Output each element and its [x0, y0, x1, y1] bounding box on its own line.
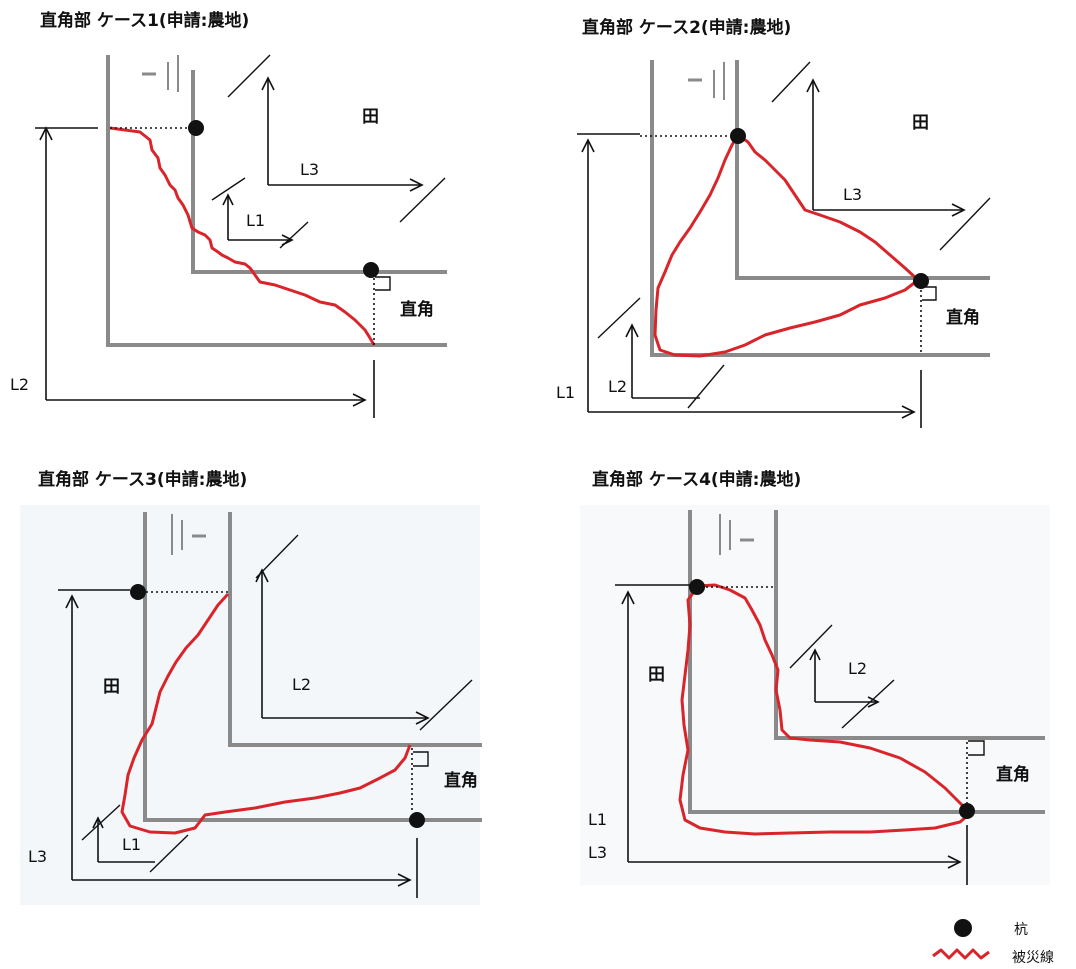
l1-arrowhead — [222, 193, 234, 206]
l1-label: L1 — [122, 835, 141, 854]
stake — [363, 262, 379, 278]
damage-line — [109, 126, 376, 346]
l2-arrowhead — [39, 126, 53, 141]
l2-label: L2 — [10, 375, 29, 394]
l3-tick — [399, 177, 446, 223]
l2-tick — [687, 364, 725, 409]
l3-arrowhead — [951, 203, 966, 217]
l2-tick — [841, 679, 895, 729]
panel-case-4: 直角部 ケース4(申請:農地) 直角 L2 L1 L3 田 — [588, 469, 1045, 885]
l2-label: L2 — [608, 377, 627, 396]
l1-label: L1 — [588, 810, 607, 829]
l3-tick — [939, 197, 991, 251]
l1-arrowhead — [901, 405, 916, 419]
l3-label: L3 — [843, 185, 862, 204]
l3-arrowhead — [261, 76, 275, 91]
l3-arrowhead — [397, 873, 412, 887]
field-label: 田 — [362, 107, 379, 127]
right-angle-label: 直角 — [996, 764, 1030, 785]
panel-case-2: 直角部 ケース2(申請:農地) 直角 L1 L2 L3 — [556, 17, 991, 428]
damage-line — [653, 133, 920, 358]
l3-label: L3 — [300, 160, 319, 179]
stake — [689, 579, 705, 595]
panel-title: 直角部 ケース4(申請:農地) — [592, 469, 801, 490]
l1-tick — [211, 177, 246, 201]
panel-title: 直角部 ケース1(申請:農地) — [40, 10, 249, 31]
l2-arrowhead — [625, 323, 639, 338]
l2-tick — [789, 624, 833, 669]
l2-tick — [419, 679, 473, 731]
legend: 杭 被災線 — [932, 919, 1054, 966]
outer-wall — [106, 55, 447, 347]
l1-tick — [279, 221, 309, 249]
right-angle-label: 直角 — [400, 299, 434, 320]
panel-title: 直角部 ケース2(申請:農地) — [582, 17, 791, 38]
right-angle-mark — [375, 276, 391, 291]
stake — [188, 120, 204, 136]
l1-tick — [149, 834, 189, 873]
l2-arrowhead — [415, 711, 430, 725]
l3-arrowhead — [65, 594, 79, 609]
panel-case-3: 直角部 ケース3(申請:農地) 直角 L2 L3 L1 — [28, 469, 482, 898]
l1-arrowhead — [581, 138, 595, 153]
l3-label: L3 — [28, 847, 47, 866]
l2-arrowhead — [255, 568, 269, 583]
l1-arrowhead — [92, 816, 104, 829]
l3-arrowhead — [806, 78, 820, 93]
l1-arrowhead — [947, 855, 962, 869]
stake — [913, 273, 929, 289]
outer-wall — [143, 512, 482, 822]
panel-case-1: 直角部 ケース1(申請:農地) 直角 L2 L1 — [10, 10, 447, 418]
outer-wall — [650, 60, 990, 357]
l2-arrowhead — [352, 393, 367, 407]
l3-arrowhead — [409, 178, 424, 192]
l3-tick — [771, 61, 811, 103]
right-angle-label: 直角 — [946, 307, 980, 328]
legend-stake-label: 杭 — [1014, 922, 1028, 938]
l1-arrowhead — [621, 590, 635, 605]
right-angle-mark — [968, 740, 985, 756]
l2-tick — [597, 297, 641, 339]
l2-arrowhead — [867, 696, 880, 708]
l3-label: L3 — [588, 843, 607, 862]
damage-line-legend-icon — [932, 948, 990, 960]
legend-damage-label: 被災線 — [1012, 950, 1054, 966]
field-label: 田 — [648, 665, 665, 685]
l3-tick — [227, 54, 271, 98]
background-smudge — [20, 505, 480, 905]
l2-label: L2 — [292, 675, 311, 694]
l1-label: L1 — [246, 211, 265, 230]
right-angle-mark — [413, 751, 429, 767]
field-label: 田 — [103, 677, 120, 697]
l2-label: L2 — [848, 659, 867, 678]
stake — [959, 803, 975, 819]
inner-wall — [774, 510, 1045, 740]
stake-legend-icon — [954, 919, 972, 937]
damage-line — [120, 592, 412, 835]
l2-arrowhead — [809, 648, 821, 661]
right-angle-label: 直角 — [444, 770, 478, 791]
field-label: 田 — [912, 113, 929, 133]
right-angle-mark — [922, 286, 937, 301]
stake — [730, 128, 746, 144]
panel-title: 直角部 ケース3(申請:農地) — [38, 469, 247, 490]
l1-label: L1 — [556, 383, 575, 402]
inner-wall — [228, 512, 482, 747]
inner-wall — [191, 70, 447, 274]
stake — [409, 812, 425, 828]
stake — [130, 584, 146, 600]
